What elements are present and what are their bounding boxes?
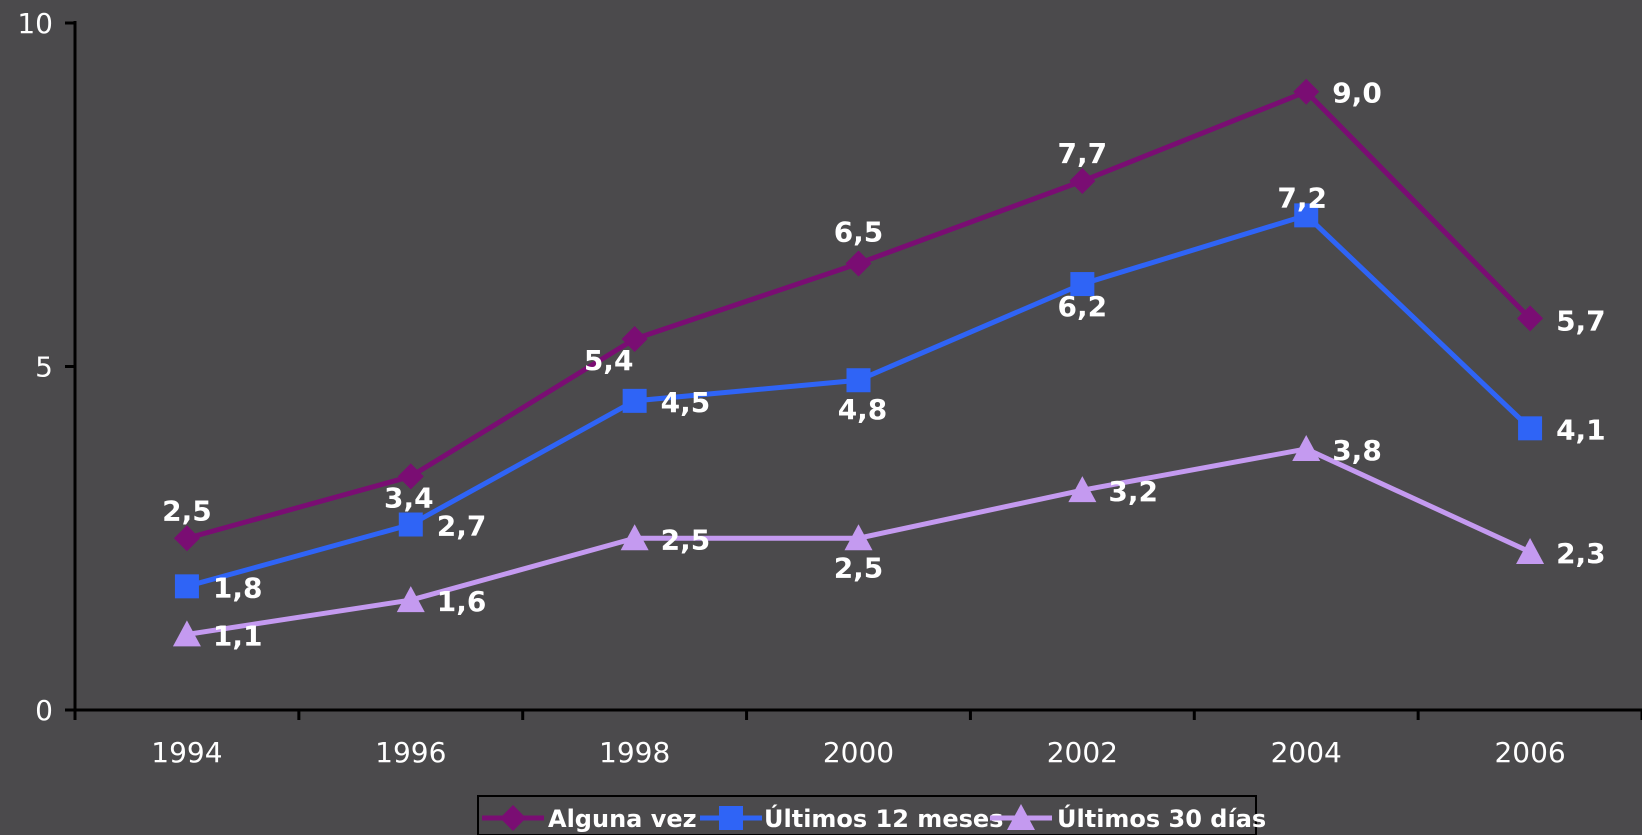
- data-point: [845, 250, 872, 277]
- data-label: 1,6: [437, 585, 487, 618]
- data-point: [1518, 416, 1543, 441]
- y-tick-label: 10: [17, 7, 53, 40]
- x-tick-label: 1996: [375, 736, 446, 769]
- data-point: [1292, 434, 1321, 461]
- series-1: [174, 203, 1543, 599]
- data-label: 2,7: [437, 510, 487, 543]
- data-label: 7,7: [1058, 137, 1108, 170]
- x-tick-label: 2006: [1494, 736, 1565, 769]
- data-labels: 2,5 3,4 5,4 6,5 7,7 9,0 5,7 1,8 2,7 4,5 4,8 6,2 7,2 4…: [162, 77, 1606, 653]
- data-point: [1069, 168, 1096, 195]
- legend-box: [477, 795, 1257, 835]
- data-point: [622, 388, 647, 413]
- data-label: 3,8: [1332, 434, 1382, 467]
- data-point: [174, 574, 199, 599]
- legend-marker: [1007, 804, 1035, 830]
- data-label: 4,1: [1556, 413, 1606, 446]
- data-point: [1516, 537, 1545, 564]
- data-point: [1068, 476, 1097, 503]
- data-point: [397, 463, 424, 490]
- data-label: 2,5: [834, 551, 884, 584]
- legend: Alguna vez Últimos 12 meses Últimos 30 día…: [477, 795, 1266, 835]
- data-point: [1293, 78, 1320, 105]
- data-label: 5,4: [584, 344, 634, 377]
- data-label: 5,7: [1556, 304, 1606, 337]
- data-label: 7,2: [1277, 181, 1327, 214]
- data-point: [621, 326, 648, 353]
- series-2: [172, 434, 1545, 647]
- y-tick-label: 5: [35, 351, 53, 384]
- x-tick-label: 2002: [1047, 736, 1118, 769]
- data-point: [172, 620, 201, 647]
- legend-label: Últimos 12 meses: [764, 803, 1003, 833]
- data-label: 2,5: [162, 494, 212, 527]
- data-point: [846, 368, 871, 393]
- data-label: 3,4: [384, 481, 434, 514]
- legend-label: Alguna vez: [548, 805, 697, 833]
- series-0: [173, 78, 1544, 552]
- data-label: 6,5: [834, 215, 884, 248]
- data-label: 6,2: [1058, 290, 1108, 323]
- x-tick-label: 1994: [151, 736, 222, 769]
- data-point: [398, 512, 423, 537]
- data-label: 4,8: [838, 393, 888, 426]
- data-label: 2,5: [661, 523, 711, 556]
- series-group: [172, 78, 1545, 647]
- legend-marker: [500, 805, 526, 831]
- data-point: [173, 525, 200, 552]
- data-label: 1,8: [213, 571, 263, 604]
- axes: 0 5 10 1994 1996 1998 2000 2002 2004 2006: [17, 7, 1642, 769]
- legend-label: Últimos 30 días: [1057, 803, 1266, 833]
- data-point: [844, 524, 873, 551]
- data-label: 1,1: [213, 619, 263, 652]
- data-label: 2,3: [1556, 537, 1606, 570]
- data-point: [1070, 272, 1095, 297]
- data-point: [396, 586, 425, 613]
- x-tick-label: 2000: [823, 736, 894, 769]
- x-tick-label: 2004: [1271, 736, 1342, 769]
- data-point: [1294, 203, 1319, 228]
- y-tick-label: 0: [35, 694, 53, 727]
- legend-marker: [719, 806, 743, 830]
- data-label: 4,5: [661, 386, 711, 419]
- data-label: 9,0: [1332, 77, 1382, 110]
- data-point: [620, 524, 649, 551]
- x-tick-label: 1998: [599, 736, 670, 769]
- data-point: [1517, 305, 1544, 332]
- data-label: 3,2: [1108, 475, 1158, 508]
